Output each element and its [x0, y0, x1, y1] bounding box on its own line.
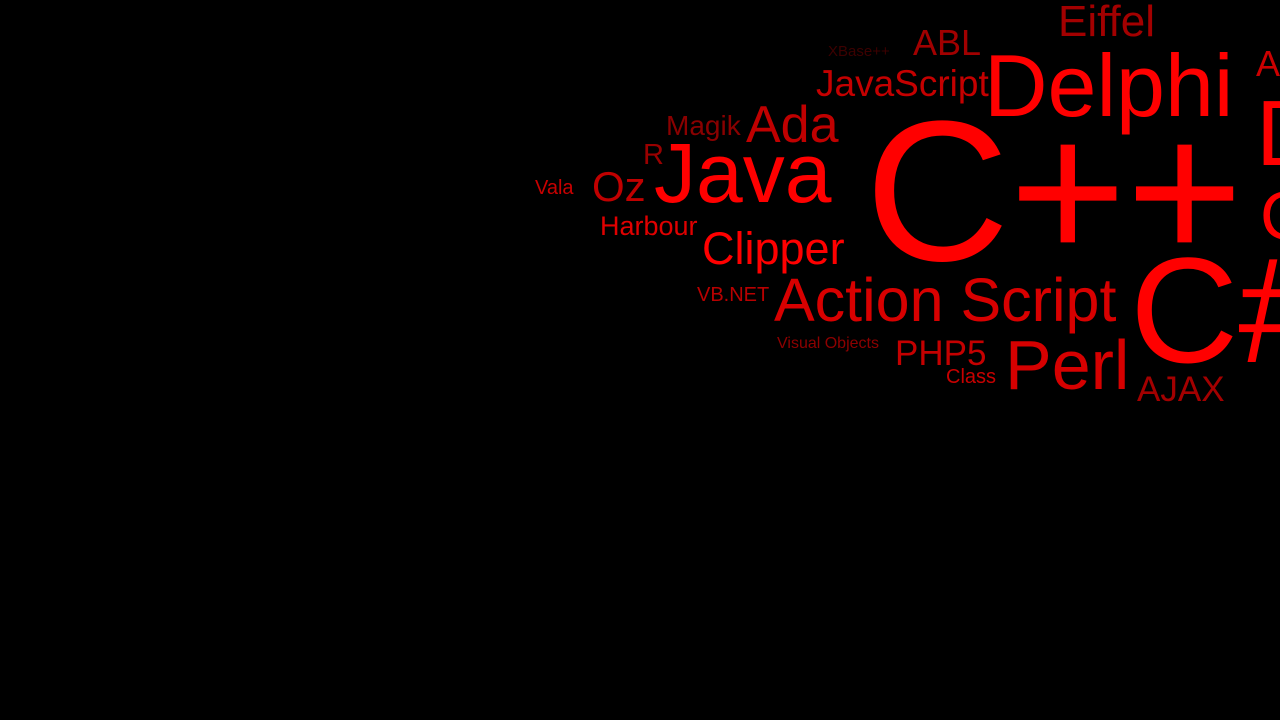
word-csharp: C# — [1130, 226, 1280, 394]
word-eiffel: Eiffel — [1058, 0, 1156, 46]
word-vala: Vala — [535, 177, 574, 199]
word-ajax: AJAX — [1137, 370, 1225, 409]
word-d-partial: D — [1256, 87, 1280, 180]
word-class: Class — [946, 366, 997, 388]
word-perl: Perl — [1005, 326, 1130, 404]
word-magik: Magik — [666, 110, 741, 141]
word-ada: Ada — [746, 96, 839, 154]
word-action-script: Action Script — [774, 266, 1117, 334]
word-visual-objects: Visual Objects — [777, 335, 879, 352]
word-clipper: Clipper — [702, 223, 845, 274]
word-r: R — [643, 139, 664, 171]
word-php5: PHP5 — [895, 334, 987, 373]
word-abl: ABL — [913, 22, 982, 63]
word-xbase: XBase++ — [828, 43, 890, 60]
word-a-partial: A — [1256, 43, 1280, 84]
word-delphi: Delphi — [984, 36, 1234, 135]
word-javascript: JavaScript — [816, 63, 989, 104]
word-java: Java — [654, 126, 832, 220]
word-oz: Oz — [592, 163, 646, 210]
word-vbnet: VB.NET — [697, 284, 770, 306]
word-cpp: C++ — [865, 80, 1244, 303]
word-harbour: Harbour — [600, 211, 698, 241]
word-c-partial: C — [1260, 182, 1280, 250]
